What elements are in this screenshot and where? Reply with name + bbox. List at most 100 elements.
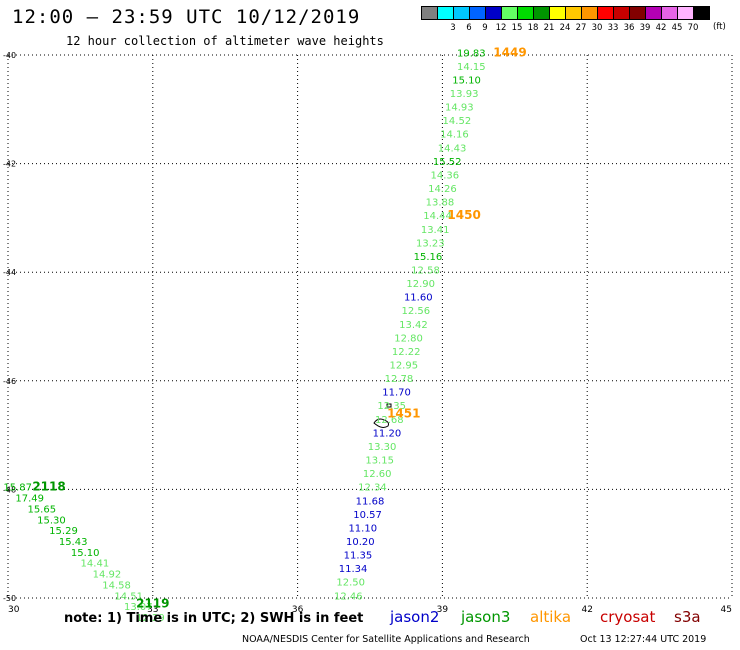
wave-height-track: 19.83 14.15 15.10 13.93 14.93 14.52 14.16 14.43… <box>3 48 485 624</box>
lat-axis-label: -44 <box>3 268 16 277</box>
legend-label: 39 <box>639 23 651 33</box>
legend-label: 12 <box>495 23 507 33</box>
wave-height-label: 15.10 <box>452 75 481 86</box>
wave-height-label: 12.78 <box>385 374 414 385</box>
wave-height-label: 10.20 <box>346 537 375 548</box>
legend-label: 15 <box>511 23 523 33</box>
satellite-name-jason3: jason3 <box>461 608 511 626</box>
island-outline <box>373 403 392 428</box>
satellite-name-s3a: s3a <box>674 608 701 626</box>
units-note: note: 1) Time is in UTC; 2) SWH is in fe… <box>64 611 364 626</box>
wave-height-label: 15.52 <box>433 157 462 168</box>
wave-height-label: 12.80 <box>394 333 423 344</box>
legend-swatch <box>693 6 710 20</box>
pass-time-label: 1451 <box>387 406 420 420</box>
wave-height-label: 12.35 <box>377 401 406 412</box>
wave-height-label: 11.68 <box>356 496 385 507</box>
legend-label: 27 <box>575 23 587 33</box>
wave-height-label: 12.50 <box>336 578 365 589</box>
legend-label: 42 <box>655 23 667 33</box>
wave-height-label: 12.58 <box>411 265 440 276</box>
wave-height-label: 14.41 <box>81 559 110 570</box>
lat-axis-label: -46 <box>3 377 16 386</box>
wave-height-label: 14.44 <box>423 211 452 222</box>
wave-height-label: 11.35 <box>344 551 373 562</box>
map-grid <box>7 54 733 599</box>
wave-height-label: 13.15 <box>365 456 394 467</box>
wave-height-label: 13.41 <box>421 225 450 236</box>
wave-height-label: 11.10 <box>348 523 377 534</box>
wave-height-label: 14.52 <box>443 116 472 127</box>
lon-axis-label: 33 <box>147 605 158 615</box>
legend-labels: 3 6 9 12 15 18 21 24 27 30 33 36 39 42 45 70 <box>421 23 740 37</box>
wave-height-label: 12.22 <box>392 347 421 358</box>
axis-labels: 30 33 36 39 42 45 -40 -42 -44 -46 -48 -50 <box>3 51 732 615</box>
pass-time-label: 1450 <box>447 208 480 222</box>
lat-axis-label: -40 <box>3 51 16 60</box>
wave-height-label: 11.20 <box>373 428 402 439</box>
wave-height-label: 15.65 <box>27 504 56 515</box>
wave-height-label: 14.43 <box>438 143 467 154</box>
legend-label: 6 <box>466 23 472 33</box>
wave-height-label: 15.30 <box>37 515 66 526</box>
legend-swatches <box>421 6 710 20</box>
wave-height-label: 12.95 <box>389 361 418 372</box>
wave-height-label: 13.23 <box>416 238 445 249</box>
wave-height-label: 12.60 <box>363 469 392 480</box>
lat-axis-label: -48 <box>3 485 16 494</box>
legend-label: 24 <box>559 23 571 33</box>
pass-time-label: 2119 <box>136 596 169 610</box>
wave-height-label: 14.51 <box>114 591 143 602</box>
wave-height-label: 10.57 <box>353 510 382 521</box>
footer-credit: NOAA/NESDIS Center for Satellite Applica… <box>242 634 530 645</box>
wave-height-label: 15.10 <box>71 548 100 559</box>
wave-height-label: 13.30 <box>368 442 397 453</box>
legend-label: 33 <box>607 23 619 33</box>
color-scale-legend: 3 6 9 12 15 18 21 24 27 30 33 36 39 42 45 70 (ft) <box>421 6 726 33</box>
legend-label: 3 <box>450 23 456 33</box>
wave-height-label: 14.93 <box>445 103 474 114</box>
footer-timestamp: Oct 13 12:27:44 UTC 2019 <box>580 634 707 645</box>
wave-height-label: 12.56 <box>402 306 431 317</box>
wave-height-label: 15.43 <box>59 537 88 548</box>
legend-label: 18 <box>527 23 539 33</box>
legend-label: 30 <box>591 23 603 33</box>
wave-height-label: 11.60 <box>404 293 433 304</box>
map-title: 12:00 — 23:59 UTC 10/12/2019 <box>12 6 361 28</box>
satellite-name-cryosat: cryosat <box>600 608 656 626</box>
pass-time-label: 1449 <box>493 45 526 59</box>
map-subtitle: 12 hour collection of altimeter wave hei… <box>66 34 384 48</box>
wave-height-label: 17.49 <box>15 494 44 505</box>
wave-height-label: 11.70 <box>382 388 411 399</box>
wave-height-label: 14.26 <box>428 184 457 195</box>
wave-height-label: 12.90 <box>406 279 435 290</box>
wave-height-label: 15.29 <box>49 526 78 537</box>
pass-time-label: 2118 <box>32 480 65 494</box>
lat-axis-label: -42 <box>3 160 16 169</box>
lon-axis-label: 30 <box>8 605 20 615</box>
satellite-name-jason2: jason2 <box>390 608 440 626</box>
wave-height-label: 14.92 <box>93 570 122 581</box>
wave-height-label: 14.36 <box>430 170 459 181</box>
lon-axis-label: 45 <box>721 605 732 615</box>
lon-axis-label: 39 <box>437 605 449 615</box>
lat-axis-label: -50 <box>3 594 16 603</box>
legend-label: 9 <box>482 23 488 33</box>
wave-height-label: 13.93 <box>450 89 479 100</box>
wave-height-label: 15.16 <box>414 252 443 263</box>
satellite-name-altika: altika <box>530 608 572 626</box>
time-labels: 1449 1450 1451 2118 2119 <box>32 45 526 610</box>
legend-label: 21 <box>543 23 555 33</box>
wave-height-label: 12.68 <box>375 415 404 426</box>
wave-height-label: 13.07 <box>124 602 153 613</box>
wave-height-label: 12.29 <box>136 613 165 624</box>
wave-height-label: 12.46 <box>334 591 363 602</box>
legend-label: 36 <box>623 23 635 33</box>
wave-height-label: 19.83 <box>457 48 486 59</box>
lon-axis-label: 36 <box>292 605 304 615</box>
wave-height-label: 11.34 <box>339 564 368 575</box>
wave-height-label: 14.16 <box>440 130 469 141</box>
lon-axis-label: 42 <box>581 605 592 615</box>
wave-height-label: 13.88 <box>426 198 455 209</box>
legend-unit: (ft) <box>713 22 726 32</box>
